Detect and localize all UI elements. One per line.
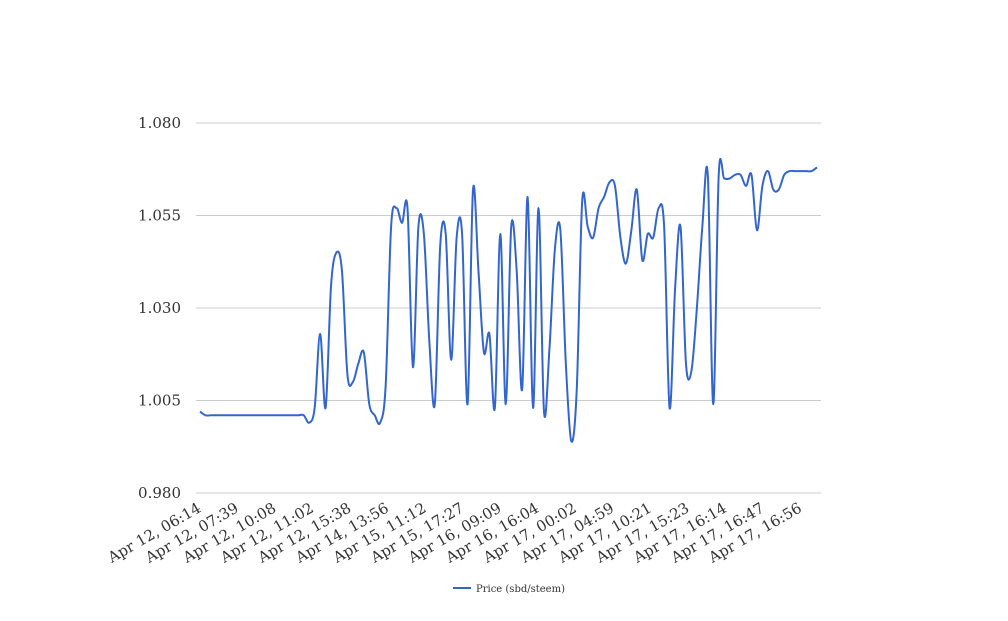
legend-label: Price (sbd/steem) — [476, 584, 565, 595]
legend: Price (sbd/steem) — [453, 584, 565, 595]
series-lines — [199, 157, 818, 443]
y-tick-label: 1.005 — [138, 392, 181, 410]
series-line-price — [199, 157, 818, 443]
y-tick-label: 1.030 — [138, 299, 181, 317]
y-tick-label: 0.980 — [138, 484, 181, 502]
y-tick-label: 1.055 — [138, 207, 181, 225]
y-tick-label: 1.080 — [138, 114, 181, 132]
y-axis-ticks: 0.980 1.005 1.030 1.055 1.080 — [138, 114, 181, 502]
